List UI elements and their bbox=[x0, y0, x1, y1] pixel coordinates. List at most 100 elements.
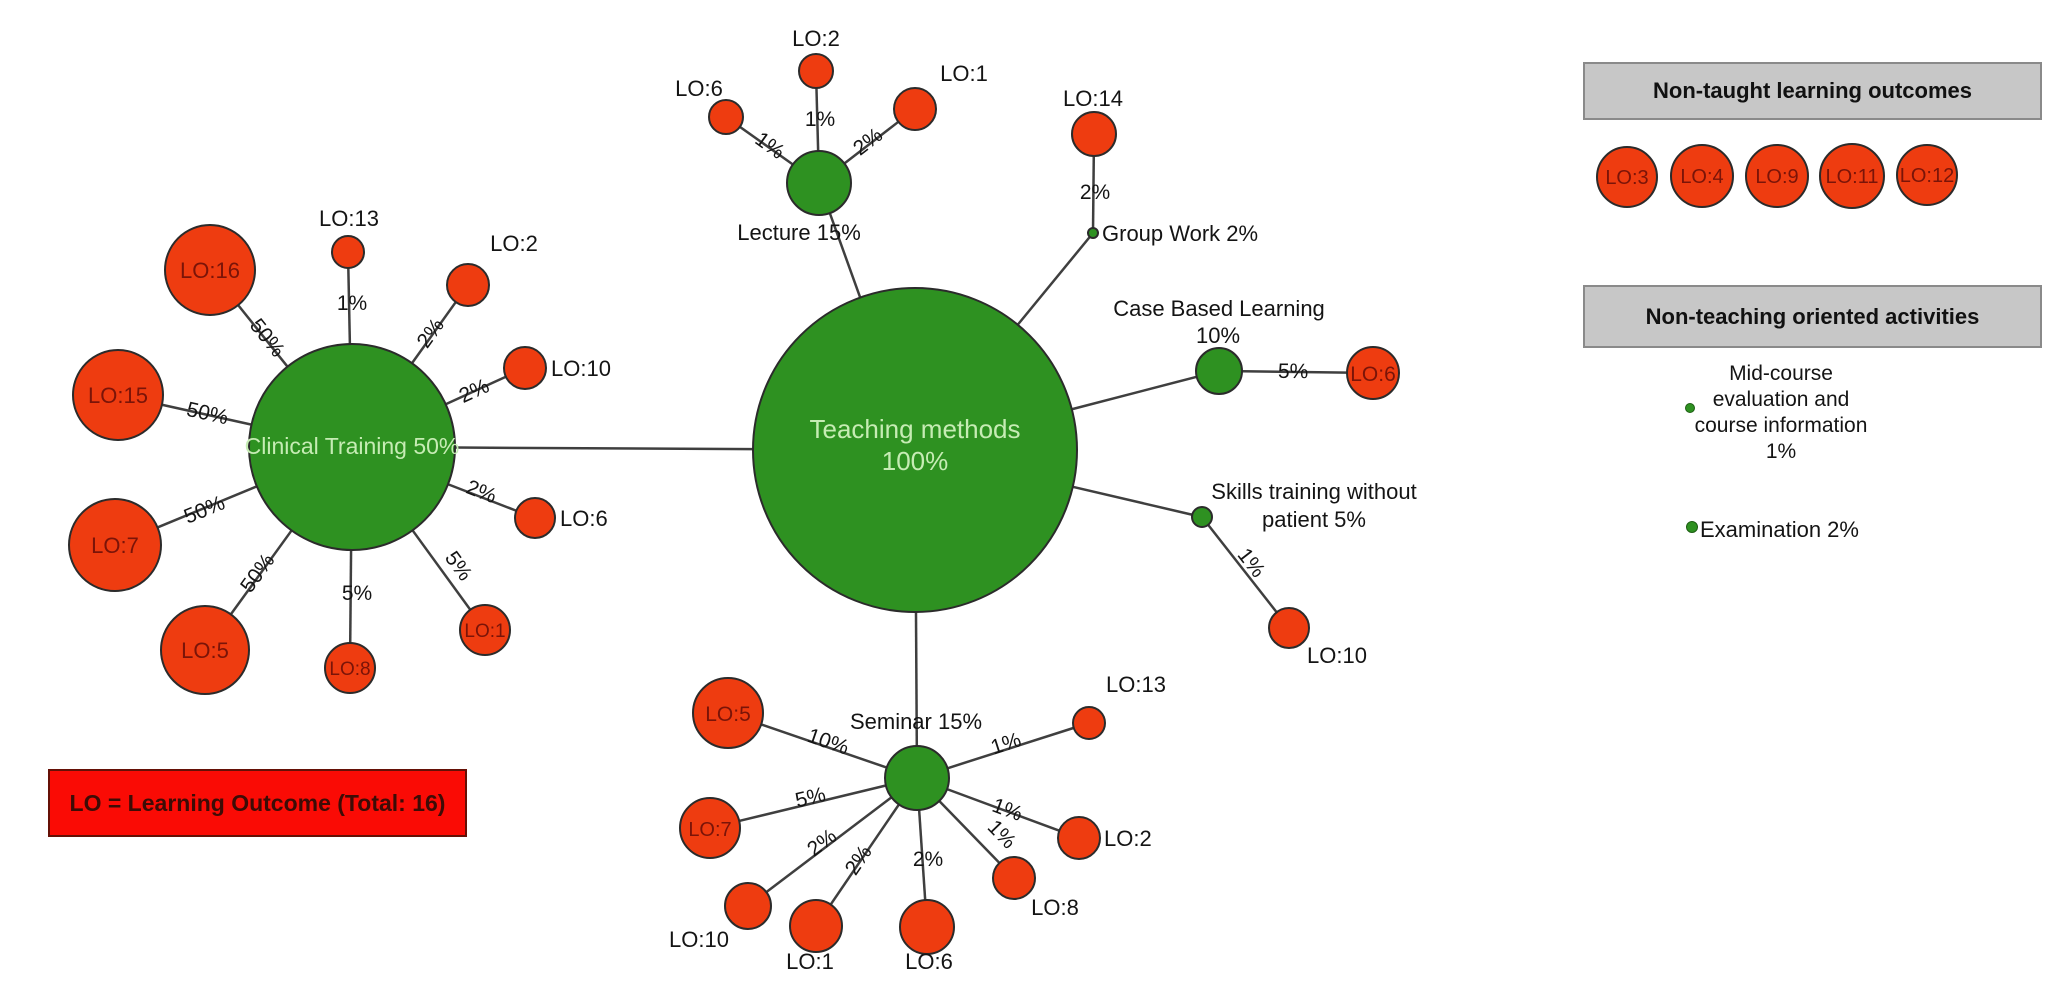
node-clinical-lo6 bbox=[514, 497, 556, 539]
mid-course-dot bbox=[1685, 403, 1695, 413]
label-clinical-lo10: LO:10 bbox=[551, 356, 611, 381]
node-seminar bbox=[884, 745, 950, 811]
edge-seminar-seminar-lo13 bbox=[947, 726, 1075, 770]
edge-clinical-training-clinical-lo2 bbox=[410, 301, 457, 364]
edge-lecture-lecture-lo1 bbox=[843, 120, 900, 165]
label-case-based-learning: Case Based Learning bbox=[1113, 296, 1325, 321]
node-clinical-lo2 bbox=[446, 263, 490, 307]
edge-label-skills-training-skills-lo10: 1% bbox=[1233, 544, 1270, 582]
edge-clinical-training-clinical-lo10 bbox=[445, 375, 507, 406]
node-clinical-lo7 bbox=[68, 498, 162, 592]
label-clinical-training: Clinical Training 50% bbox=[245, 433, 460, 459]
node-skills-lo10 bbox=[1268, 607, 1310, 649]
node-seminar-lo10 bbox=[724, 882, 772, 930]
examination-dot bbox=[1686, 521, 1698, 533]
edge-label-seminar-seminar-lo6: 2% bbox=[913, 848, 943, 871]
node-clinical-lo13 bbox=[331, 235, 365, 269]
node-nontaught-lo11 bbox=[1819, 143, 1885, 209]
label-skills-training: Skills training without bbox=[1211, 479, 1416, 504]
edge-lecture-lecture-lo6 bbox=[739, 125, 794, 166]
label-clinical-lo7: LO:7 bbox=[91, 533, 139, 558]
edge-label-seminar-seminar-lo7: 5% bbox=[793, 783, 828, 812]
edge-clinical-training-clinical-lo16 bbox=[237, 304, 289, 368]
edge-seminar-teaching-methods bbox=[914, 611, 919, 747]
edge-clinical-training-clinical-lo1 bbox=[411, 529, 472, 611]
edge-seminar-seminar-lo1 bbox=[829, 803, 900, 906]
edge-skills-training-skills-lo10 bbox=[1207, 524, 1278, 614]
edge-label-clinical-training-clinical-lo15: 50% bbox=[184, 398, 230, 430]
node-seminar-lo7 bbox=[679, 797, 741, 859]
label-seminar-lo7: LO:7 bbox=[688, 819, 731, 841]
edge-group-work-groupwork-lo14 bbox=[1091, 155, 1096, 229]
label-seminar-lo5: LO:5 bbox=[705, 703, 751, 726]
label-group-work: Group Work 2% bbox=[1102, 221, 1258, 246]
label-clinical-lo5: LO:5 bbox=[181, 638, 229, 663]
node-case-based-learning bbox=[1195, 347, 1243, 395]
edge-label-group-work-groupwork-lo14: 2% bbox=[1080, 181, 1110, 204]
node-group-work bbox=[1087, 227, 1099, 239]
label-seminar-lo6: LO:6 bbox=[905, 949, 953, 974]
edge-clinical-training-clinical-lo6 bbox=[447, 483, 517, 512]
node-seminar-lo13 bbox=[1072, 706, 1106, 740]
label-seminar-lo13: LO:13 bbox=[1106, 672, 1166, 697]
label-casebased-lo6: LO:6 bbox=[1350, 363, 1396, 386]
edge-clinical-training-clinical-lo15 bbox=[161, 403, 252, 426]
node-clinical-lo16 bbox=[164, 224, 256, 316]
edge-skills-training-teaching-methods bbox=[1072, 485, 1193, 516]
edge-label-seminar-seminar-lo10: 2% bbox=[803, 824, 841, 861]
label-seminar: Seminar 15% bbox=[850, 709, 982, 734]
node-nontaught-lo3 bbox=[1596, 146, 1658, 208]
node-lecture-lo1 bbox=[893, 87, 937, 131]
node-teaching-methods bbox=[752, 287, 1078, 613]
label-lecture-lo1: LO:1 bbox=[940, 61, 988, 86]
node-clinical-lo1 bbox=[459, 604, 511, 656]
label-seminar-lo10: LO:10 bbox=[669, 927, 729, 952]
node-lecture-lo2 bbox=[798, 53, 834, 89]
node-clinical-lo10 bbox=[503, 346, 547, 390]
edge-label-clinical-training-clinical-lo13: 1% bbox=[337, 292, 367, 315]
node-clinical-lo5 bbox=[160, 605, 250, 695]
edge-lecture-lecture-lo2 bbox=[815, 87, 820, 152]
edge-label-clinical-training-clinical-lo10: 2% bbox=[456, 374, 493, 408]
label-clinical-lo15: LO:15 bbox=[88, 383, 148, 408]
edge-label-seminar-seminar-lo13: 1% bbox=[988, 728, 1024, 759]
label-lecture-lo2: LO:2 bbox=[792, 26, 840, 51]
examination-activity-label: Examination 2% bbox=[1700, 517, 1859, 542]
label-clinical-lo13: LO:13 bbox=[319, 206, 379, 231]
label-nontaught-lo11: LO:11 bbox=[1826, 166, 1879, 188]
label-case-based-learning: 10% bbox=[1196, 323, 1240, 348]
node-clinical-lo15 bbox=[72, 349, 164, 441]
node-casebased-lo6 bbox=[1346, 346, 1400, 400]
label-clinical-lo1: LO:1 bbox=[464, 621, 505, 642]
node-nontaught-lo4 bbox=[1670, 144, 1734, 208]
label-clinical-lo2: LO:2 bbox=[490, 231, 538, 256]
edge-clinical-training-clinical-lo13 bbox=[347, 267, 352, 345]
node-seminar-lo2 bbox=[1057, 816, 1101, 860]
edge-case-based-learning-teaching-methods bbox=[1071, 375, 1198, 411]
node-clinical-lo8 bbox=[324, 642, 376, 694]
node-seminar-lo6 bbox=[899, 899, 955, 955]
label-skills-training: patient 5% bbox=[1262, 507, 1366, 532]
edge-seminar-seminar-lo8 bbox=[938, 800, 1001, 864]
node-nontaught-lo12 bbox=[1896, 144, 1958, 206]
node-nontaught-lo9 bbox=[1745, 144, 1809, 208]
mid-course-activity-label: Mid-course evaluation and course informa… bbox=[1694, 362, 1868, 463]
node-groupwork-lo14 bbox=[1071, 111, 1117, 157]
label-seminar-lo8: LO:8 bbox=[1031, 895, 1079, 920]
label-nontaught-lo3: LO:3 bbox=[1605, 167, 1648, 189]
edge-label-clinical-training-clinical-lo8: 5% bbox=[342, 582, 372, 605]
label-teaching-methods: Teaching methods bbox=[809, 414, 1020, 444]
edge-group-work-teaching-methods bbox=[1016, 236, 1091, 326]
edge-seminar-seminar-lo2 bbox=[946, 787, 1060, 832]
non-teaching-header: Non-teaching oriented activities bbox=[1583, 285, 2042, 348]
edge-seminar-seminar-lo6 bbox=[917, 809, 927, 901]
label-seminar-lo2: LO:2 bbox=[1104, 826, 1152, 851]
edge-label-seminar-seminar-lo5: 10% bbox=[805, 724, 852, 759]
node-seminar-lo5 bbox=[692, 677, 764, 749]
edge-label-clinical-training-clinical-lo7: 50% bbox=[181, 491, 229, 528]
edge-label-clinical-training-clinical-lo1: 5% bbox=[440, 547, 476, 585]
edge-seminar-seminar-lo7 bbox=[738, 784, 887, 823]
node-lecture-lo6 bbox=[708, 99, 744, 135]
node-seminar-lo8 bbox=[992, 856, 1036, 900]
label-groupwork-lo14: LO:14 bbox=[1063, 86, 1123, 111]
